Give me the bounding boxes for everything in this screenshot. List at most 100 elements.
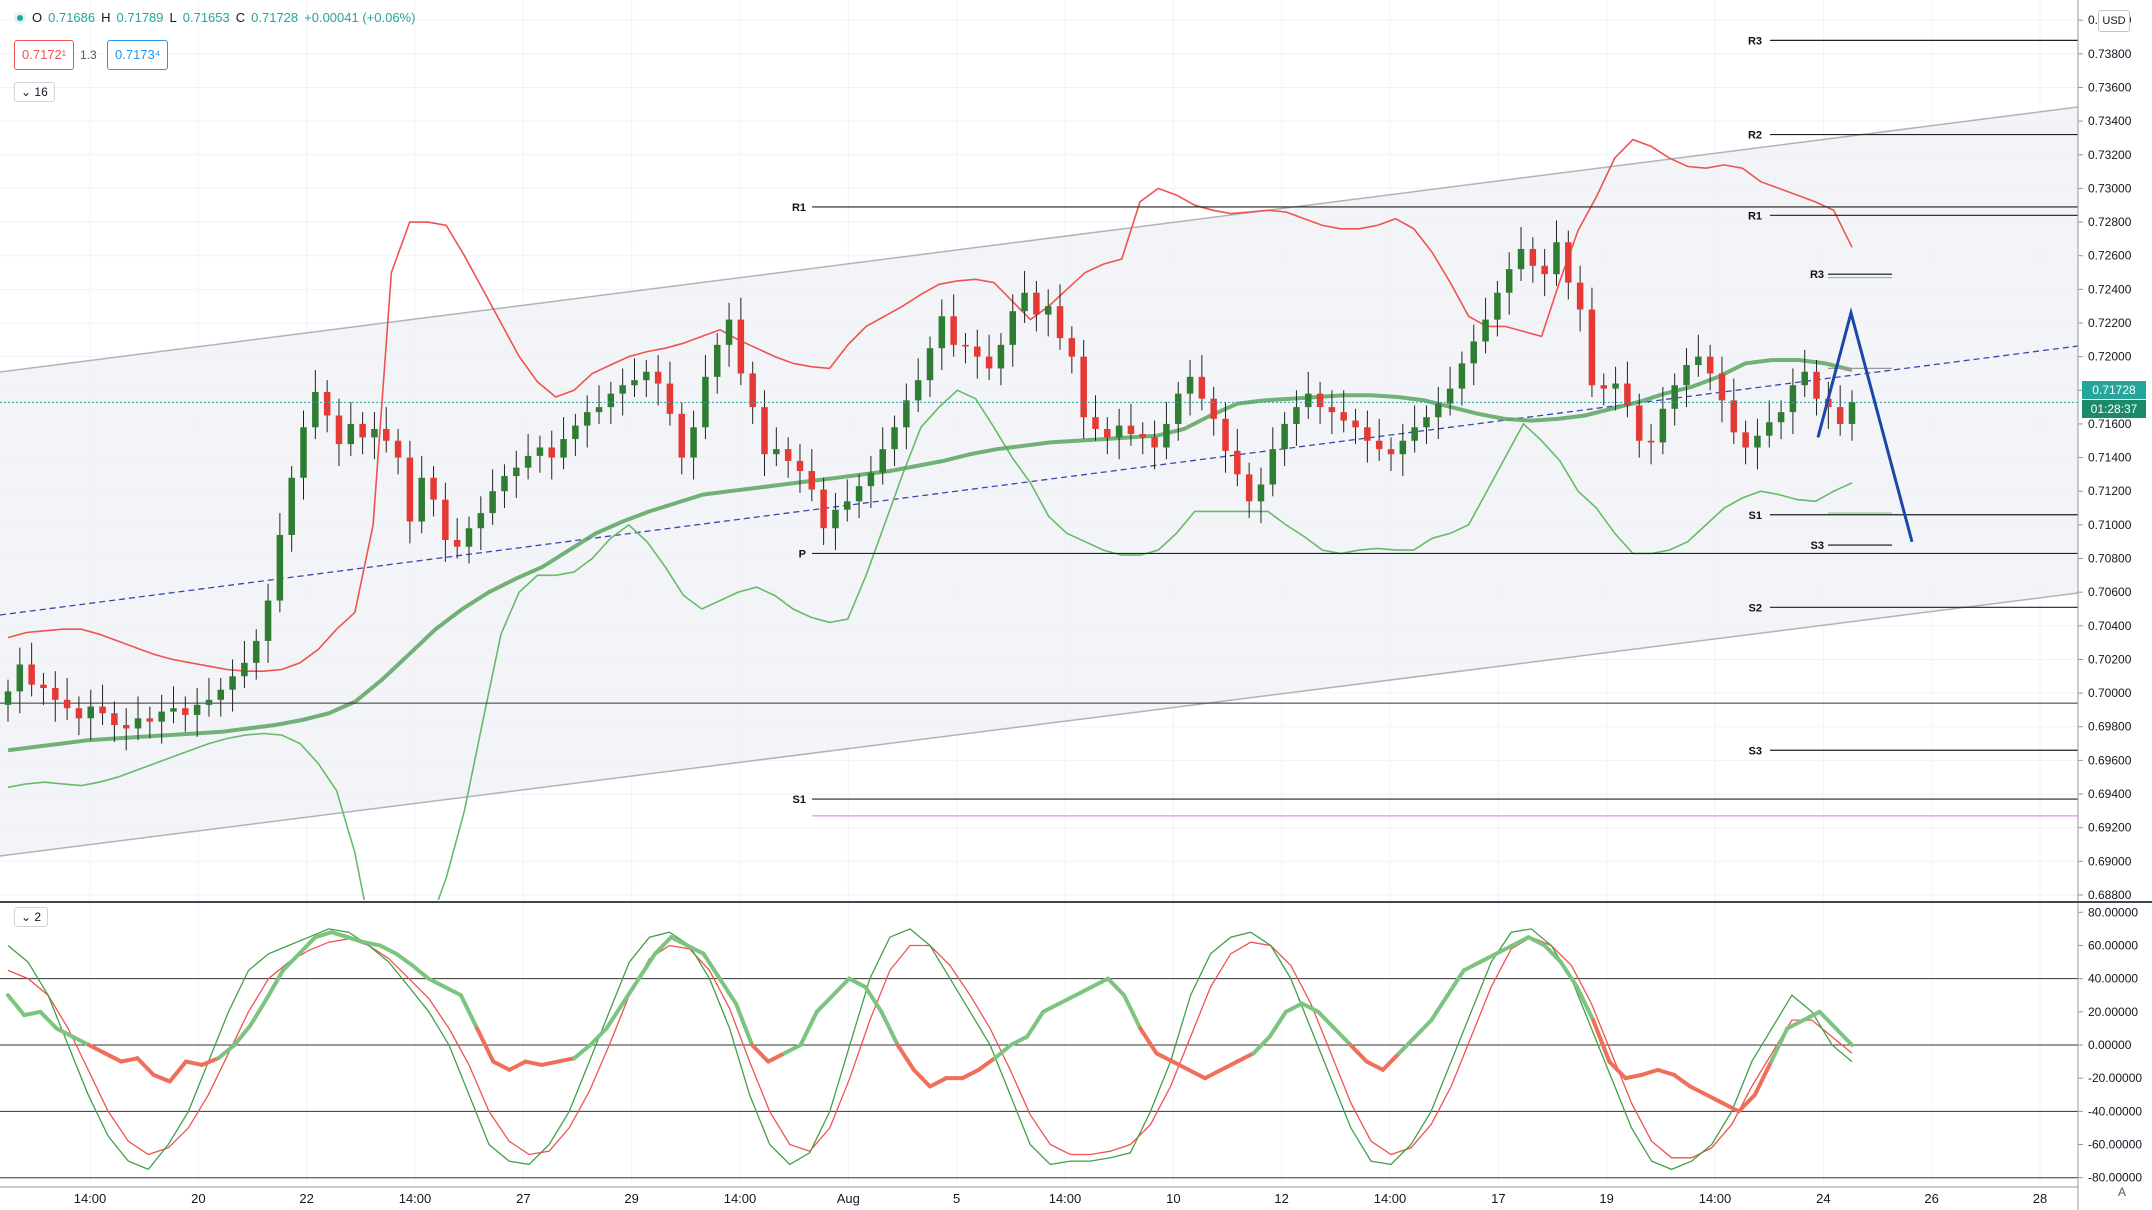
y-tick-label: 0.71000 [2088, 518, 2132, 532]
candle-body [1127, 425, 1135, 435]
candle-body [4, 691, 12, 705]
candle-body [879, 449, 886, 473]
osc-main-segment [1429, 993, 1450, 1023]
candle-body [477, 513, 485, 529]
open-label: O [32, 10, 43, 25]
candle-body [985, 356, 993, 369]
osc-main-segment [1397, 1034, 1418, 1056]
osc-main-segment [410, 963, 431, 981]
osc-main-segment [1817, 1009, 1838, 1031]
candle-body [1056, 306, 1064, 339]
candle-body [737, 319, 745, 374]
candle-body [1104, 428, 1111, 438]
osc-main-segment [1833, 1026, 1854, 1047]
candle-body [288, 477, 295, 535]
osc-main-segment [636, 951, 658, 981]
candle-body [1494, 292, 1501, 320]
candle-body [359, 423, 366, 438]
osc-main-segment [911, 1067, 932, 1089]
candle-body [595, 407, 603, 413]
candle-body [1210, 398, 1217, 419]
osc-fast-line [7, 928, 1853, 1171]
candle-body [619, 385, 626, 394]
auto-scale-button[interactable]: A [2118, 1185, 2127, 1199]
candle-body [122, 725, 130, 729]
candle-body [867, 472, 875, 487]
y-tick-label: 0.72600 [2088, 249, 2132, 263]
osc-main-segment [507, 1059, 528, 1072]
osc-main-segment [555, 1056, 577, 1064]
osc-main-segment [572, 1043, 593, 1061]
osc-main-segment [1219, 1059, 1240, 1072]
candle-body [1576, 282, 1584, 310]
y-tick-label: 0.73200 [2088, 148, 2132, 162]
oscillator-collapse-button[interactable]: ⌄ 2 [14, 907, 49, 927]
osc-main-segment [248, 996, 269, 1028]
osc-main-segment [329, 930, 350, 940]
candle-body [666, 383, 674, 414]
osc-main-segment [1235, 1051, 1256, 1064]
x-tick-label: 14:00 [74, 1191, 107, 1206]
projection-path [1816, 307, 1914, 543]
bar-countdown-badge: 01:28:37 [2082, 400, 2146, 418]
osc-main-segment [895, 1043, 916, 1072]
pivot-label-s1: S1 [793, 794, 806, 806]
change-value: +0.00041 (+0.06%) [304, 10, 416, 25]
x-tick-label: 5 [953, 1191, 960, 1206]
pivot-label-r2: R2 [1748, 130, 1762, 142]
candle-body [28, 664, 35, 685]
osc-main-segment [1494, 943, 1515, 956]
candle-body [536, 447, 544, 456]
candle-body [1068, 338, 1076, 357]
candle-body [784, 449, 792, 461]
chevron-down-icon: ⌄ [21, 85, 32, 99]
candle-body [1375, 440, 1383, 450]
candle-body [1647, 440, 1655, 443]
candle-body [761, 407, 768, 455]
candle-body [134, 718, 142, 729]
x-tick-label: 26 [1924, 1191, 1938, 1206]
pivot-label-r3: R3 [1748, 35, 1762, 47]
candle-body [1245, 474, 1253, 502]
channel-upper-line [0, 106, 2078, 373]
osc-main-segment [1186, 1067, 1207, 1081]
osc-main-segment [1688, 1084, 1709, 1097]
candle-body [808, 471, 816, 490]
osc-main-segment [1251, 1034, 1272, 1056]
osc-main-segment [1607, 1059, 1628, 1081]
currency-button[interactable]: USD [2098, 10, 2130, 32]
sell-button[interactable]: 0.7172¹ [14, 40, 75, 70]
candle-body [1482, 319, 1489, 342]
candle-body [1364, 427, 1371, 441]
candle-body [300, 427, 307, 478]
candle-body [1399, 440, 1407, 455]
candle-body [111, 713, 118, 726]
osc-main-segment [1526, 935, 1547, 948]
buy-button[interactable]: 0.7173⁴ [107, 40, 169, 70]
candle-body [1316, 393, 1324, 408]
osc-main-segment [669, 935, 690, 948]
candle-body [1505, 269, 1513, 293]
osc-main-segment [1073, 984, 1094, 998]
osc-main-segment [1736, 1092, 1757, 1114]
osc-main-segment [960, 1067, 981, 1081]
candle-body [1635, 405, 1643, 441]
candle-body [1517, 248, 1525, 270]
candle-body [1659, 408, 1667, 443]
osc-main-segment [1283, 1001, 1305, 1014]
channel-lower-line [0, 592, 2078, 857]
candle-body [75, 708, 83, 719]
indicators-collapse-button[interactable]: ⌄ 16 [14, 82, 55, 102]
oscillator-pane [0, 928, 2078, 1179]
candle-body [1411, 427, 1418, 441]
candle-body [1186, 376, 1194, 394]
osc-main-segment [1267, 1009, 1288, 1039]
candle-body [1624, 383, 1631, 406]
osc-main-segment [798, 1009, 819, 1047]
candle-body [844, 501, 851, 510]
x-tick-label: 27 [516, 1191, 530, 1206]
candle-body [1174, 393, 1182, 424]
candle-body [1801, 371, 1808, 386]
candle-body [63, 699, 71, 709]
